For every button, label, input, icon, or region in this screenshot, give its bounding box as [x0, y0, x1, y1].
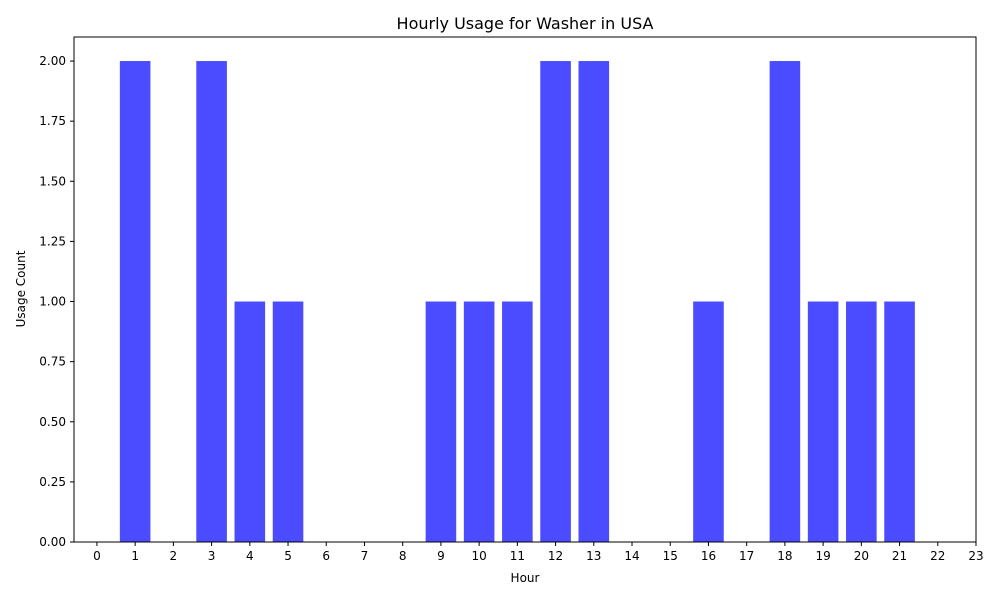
- bar-hour-16: [693, 301, 724, 542]
- x-tick-label: 12: [548, 549, 563, 563]
- bars-group: [119, 61, 915, 543]
- x-tick-label: 2: [170, 549, 178, 563]
- bar-hour-5: [272, 301, 304, 542]
- x-tick-label: 6: [322, 549, 330, 563]
- x-tick-label: 13: [586, 549, 601, 563]
- x-tick-label: 17: [739, 549, 754, 563]
- y-tick-label: 0.75: [39, 355, 66, 369]
- bar-hour-20: [846, 301, 877, 542]
- y-tick-label: 1.50: [39, 174, 66, 188]
- x-tick-label: 7: [361, 549, 369, 563]
- x-tick-label: 14: [624, 549, 639, 563]
- bar-hour-12: [540, 61, 571, 543]
- x-tick-label: 10: [471, 549, 486, 563]
- bar-hour-4: [234, 301, 266, 542]
- bar-hour-9: [425, 301, 457, 542]
- x-tick-label: 16: [701, 549, 716, 563]
- x-tick-label: 11: [510, 549, 525, 563]
- x-tick-label: 5: [284, 549, 292, 563]
- x-tick-label: 8: [399, 549, 407, 563]
- x-axis-label: Hour: [511, 571, 540, 585]
- bar-hour-11: [502, 301, 533, 542]
- y-axis-ticks: 0.00 0.25 0.50 0.75 1.00 1.25 1.50 1.75 2.00: [39, 54, 74, 549]
- x-tick-label: 1: [131, 549, 139, 563]
- y-tick-label: 1.25: [39, 234, 66, 248]
- bar-hour-19: [807, 301, 839, 542]
- x-tick-label: 18: [777, 549, 792, 563]
- y-tick-label: 1.75: [39, 114, 66, 128]
- bar-hour-13: [578, 61, 610, 543]
- x-tick-label: 0: [93, 549, 101, 563]
- y-axis-label: Usage Count: [14, 250, 28, 327]
- x-tick-label: 20: [854, 549, 869, 563]
- plot-frame: [73, 36, 977, 543]
- x-tick-label: 22: [930, 549, 945, 563]
- x-tick-label: 23: [968, 549, 983, 563]
- x-tick-label: 19: [815, 549, 830, 563]
- bar-hour-21: [884, 301, 915, 542]
- y-tick-label: 1.00: [39, 295, 66, 309]
- bar-hour-10: [463, 301, 495, 542]
- y-tick-label: 2.00: [39, 54, 66, 68]
- x-axis-ticks: 0 1 2 3 4 5 6 7 8 9 10 11 12 13 14 15 16 17 18 19 20 21 22 23: [93, 542, 984, 563]
- y-tick-label: 0.50: [39, 415, 66, 429]
- x-tick-label: 3: [208, 549, 216, 563]
- x-tick-label: 21: [892, 549, 907, 563]
- bar-hour-3: [196, 61, 227, 543]
- x-tick-label: 4: [246, 549, 254, 563]
- bar-hour-18: [769, 61, 801, 543]
- y-tick-label: 0.25: [39, 475, 66, 489]
- y-tick-label: 0.00: [39, 535, 66, 549]
- chart-title: Hourly Usage for Washer in USA: [397, 14, 654, 33]
- x-tick-label: 9: [437, 549, 445, 563]
- bar-hour-1: [119, 61, 151, 543]
- x-tick-label: 15: [663, 549, 678, 563]
